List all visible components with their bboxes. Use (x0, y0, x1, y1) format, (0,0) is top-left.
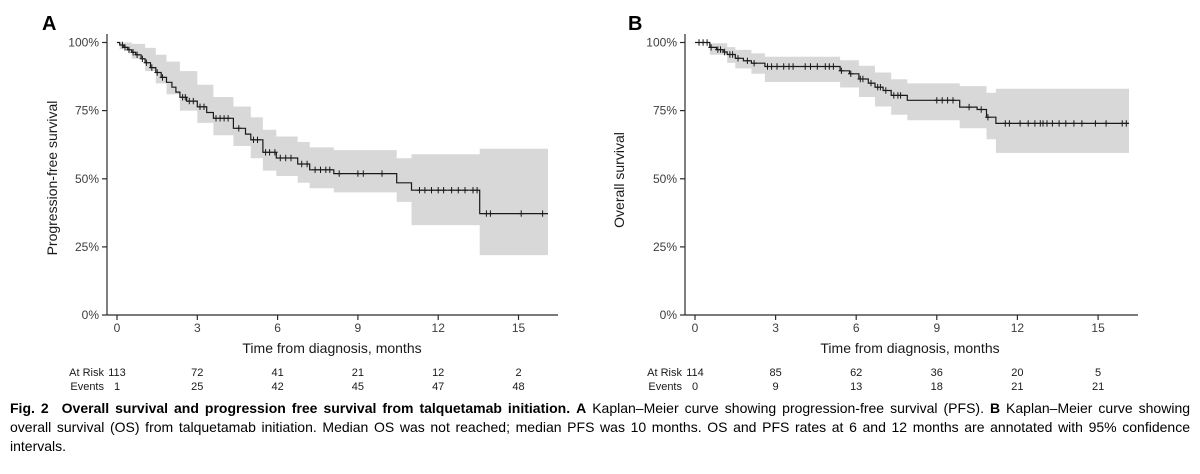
confidence-band (119, 42, 548, 256)
at-risk-value: 12 (432, 367, 444, 379)
at-risk-value: 2 (515, 367, 521, 379)
caption-run: Kaplan–Meier curve showing progression-f… (586, 400, 990, 416)
events-value: 21 (1092, 381, 1104, 393)
events-value: 25 (191, 381, 203, 393)
panel-a-y-axis-label: Progression-free survival (44, 101, 60, 256)
caption-run: A (576, 400, 587, 416)
caption-run: Overall survival and progression free su… (61, 400, 571, 416)
at-risk-value: 62 (850, 367, 862, 379)
at-risk-value: 36 (931, 367, 943, 379)
panel-a-events-row-label: Events (70, 381, 104, 393)
panel-b-at-risk-row-label: At Risk (647, 367, 682, 379)
x-tick-label: 9 (933, 321, 940, 335)
events-value: 42 (271, 381, 283, 393)
x-tick-label: 12 (1011, 321, 1025, 335)
panel-b-os-chart: 100% 75% 50% 25% 0% 0 114 0 3 85 9 6 62 13 9 36 18 12 20 21… (611, 13, 1138, 393)
events-value: 47 (432, 381, 444, 393)
y-tick-label: 0% (82, 308, 100, 322)
y-tick-label: 25% (653, 240, 677, 254)
x-tick-label: 6 (853, 321, 860, 335)
x-tick-label: 12 (432, 321, 446, 335)
x-tick-label: 0 (114, 321, 121, 335)
at-risk-value: 20 (1011, 367, 1023, 379)
x-tick-label: 15 (1091, 321, 1105, 335)
panel-b-letter: B (628, 13, 642, 35)
events-value: 0 (692, 381, 698, 393)
panel-b-y-axis-label: Overall survival (611, 132, 627, 228)
events-value: 21 (1011, 381, 1023, 393)
events-value: 48 (512, 381, 524, 393)
at-risk-value: 21 (352, 367, 364, 379)
x-tick-label: 3 (772, 321, 779, 335)
at-risk-value: 72 (191, 367, 203, 379)
y-tick-label: 100% (68, 36, 99, 50)
y-tick-label: 50% (75, 172, 99, 186)
figure-caption: Fig. 2 Overall survival and progression f… (10, 399, 1190, 456)
x-tick-label: 0 (692, 321, 699, 335)
panel-b-events-row-label: Events (648, 381, 682, 393)
y-tick-label: 25% (75, 240, 99, 254)
events-value: 45 (352, 381, 364, 393)
panel-a-at-risk-row-label: At Risk (69, 367, 104, 379)
caption-run: B (989, 400, 1001, 416)
censor-marks (696, 39, 1130, 127)
y-tick-label: 75% (653, 104, 677, 118)
x-tick-label: 6 (274, 321, 281, 335)
at-risk-value: 5 (1095, 367, 1101, 379)
events-value: 18 (931, 381, 943, 393)
caption-run: Fig. 2 (10, 400, 49, 416)
at-risk-value: 114 (686, 367, 704, 379)
panel-a-x-axis-label: Time from diagnosis, months (242, 340, 421, 356)
at-risk-value: 85 (769, 367, 781, 379)
y-tick-label: 50% (653, 172, 677, 186)
x-tick-label: 3 (194, 321, 201, 335)
at-risk-value: 41 (271, 367, 283, 379)
events-value: 9 (773, 381, 779, 393)
x-tick-label: 9 (355, 321, 362, 335)
panel-a-pfs-chart: 100% 75% 50% 25% 0% 0 113 1 3 72 25 6 41 42 9 21 45 12 12 4… (42, 13, 558, 393)
x-tick-label: 15 (512, 321, 526, 335)
caption-run: Kaplan–Meier curve showing overall survi… (10, 400, 1191, 454)
panel-b-plot-layer: 100% 75% 50% 25% 0% 0 114 0 3 85 9 6 62 13 9 36 18 12 20 21… (646, 34, 1138, 393)
confidence-band (709, 43, 1129, 153)
y-tick-label: 75% (75, 104, 99, 118)
panel-b-x-axis-label: Time from diagnosis, months (820, 340, 999, 356)
panel-a-plot-layer: 100% 75% 50% 25% 0% 0 113 1 3 72 25 6 41 42 9 21 45 12 12 4… (68, 34, 558, 393)
y-tick-label: 100% (646, 36, 677, 50)
panel-a-letter: A (42, 13, 56, 35)
censor-marks (119, 41, 546, 217)
events-value: 1 (114, 381, 120, 393)
at-risk-value: 113 (108, 367, 126, 379)
y-tick-label: 0% (660, 308, 678, 322)
events-value: 13 (850, 381, 862, 393)
